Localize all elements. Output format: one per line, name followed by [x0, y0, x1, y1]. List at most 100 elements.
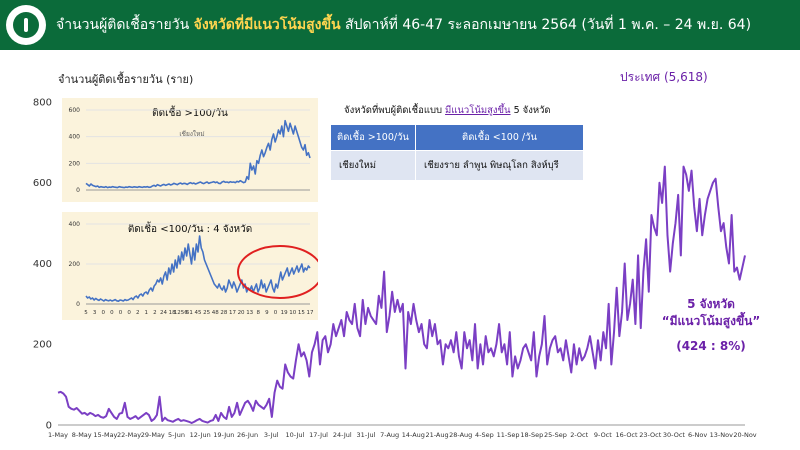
- x-tick-label: 10-Jul: [285, 431, 304, 439]
- highlight-circle: [237, 245, 318, 299]
- x-tick-label: 17: [229, 310, 236, 316]
- province-table-box: จังหวัดที่พบผู้ติดเชื้อแบบ มีแนวโน้มสูงข…: [330, 96, 584, 188]
- x-tick-label: 15: [298, 310, 305, 316]
- x-tick-label: 0: [119, 310, 123, 316]
- x-tick-label: 31-Jul: [357, 431, 376, 439]
- y-tick-label: 200: [69, 160, 81, 167]
- province-title-part1: จังหวัดที่พบผู้ติดเชื้อแบบ: [344, 105, 446, 116]
- province-table-row: เชียงใหม่ เชียงราย ลำพูน พิษณุโลก สิงห์บ…: [330, 150, 584, 181]
- x-tick-label: 24: [160, 310, 167, 316]
- y-tick-label: 0: [76, 187, 80, 194]
- x-tick-label: 3: [93, 310, 97, 316]
- annotation-line2: “มีแนวโน้มสูงขึ้น”: [661, 314, 761, 328]
- y-tick-label: 400: [69, 134, 81, 141]
- header-bar: จำนวนผู้ติดเชื้อรายวัน จังหวัดที่มีแนวโน…: [0, 0, 800, 50]
- x-tick-label: 61: [186, 310, 193, 316]
- x-tick-label: 5-Jun: [168, 431, 185, 439]
- x-tick-label: 2-Oct: [570, 431, 588, 439]
- x-tick-label: 9-Oct: [594, 431, 612, 439]
- x-tick-label: 7-Aug: [380, 431, 399, 439]
- legend-country: ประเทศ (5,618): [620, 70, 708, 84]
- province-table: ติดเชื้อ >100/วัน ติดเชื้อ <100 /วัน เชี…: [330, 124, 584, 181]
- x-tick-label: 30-Oct: [663, 431, 685, 439]
- x-tick-label: 0: [101, 310, 105, 316]
- x-tick-label: 23-Oct: [639, 431, 661, 439]
- annotation-line1: 5 จังหวัด: [687, 297, 735, 311]
- x-tick-label: 1256: [174, 310, 188, 316]
- x-tick-label: 0: [127, 310, 131, 316]
- logo-emblem: [13, 12, 39, 38]
- inset-chart-low: ติดเชื้อ <100/วัน : 4 จังหวัด 0 200 400 5 3 0…: [62, 212, 318, 320]
- title-part2: สัปดาห์ที่ 46-47 ระลอกเมษายน 2564 (วันที…: [340, 17, 752, 33]
- x-tick-label: 13-Nov: [710, 431, 733, 439]
- series-line: [85, 119, 311, 189]
- ministry-logo: [6, 5, 46, 45]
- x-tick-label: 16-Oct: [616, 431, 638, 439]
- inset-chart-high: ติดเชื้อ >100/วัน 0 200 400 600 เชียงใหม่: [62, 98, 318, 202]
- x-tick-label: 28-Aug: [449, 431, 472, 439]
- province-col1-header: ติดเชื้อ >100/วัน: [330, 124, 416, 151]
- province-title-highlight: มีแนวโน้มสูงขึ้น: [445, 105, 511, 116]
- province-col2-value: เชียงราย ลำพูน พิษณุโลก สิงห์บุรี: [415, 150, 584, 181]
- x-tick-label: 1: [145, 310, 149, 316]
- y-tick-label: 800: [33, 97, 52, 108]
- x-tick-label: 1-May: [48, 431, 68, 439]
- x-tick-label: 25: [203, 310, 210, 316]
- x-tick-label: 17: [307, 310, 314, 316]
- inset-high-plot: 0 200 400 600 เชียงใหม่: [69, 107, 311, 194]
- title-highlight: จังหวัดที่มีแนวโน้มสูงขึ้น: [193, 17, 341, 33]
- x-tick-label: 13: [246, 310, 253, 316]
- annotation-line3: (424 : 8%): [676, 339, 746, 353]
- x-tick-label: 8: [257, 310, 261, 316]
- trend-annotation: 5 จังหวัด “มีแนวโน้มสูงขึ้น” (424 : 8%): [656, 296, 766, 355]
- x-tick-label: 8-May: [72, 431, 92, 439]
- x-tick-label: 12-Jun: [190, 431, 211, 439]
- series-line: [85, 235, 311, 302]
- y-tick-label: 0: [76, 301, 80, 308]
- province-col2-header: ติดเชื้อ <100 /วัน: [415, 124, 584, 151]
- x-tick-label: 4-Sep: [475, 431, 494, 439]
- x-tick-label: 19-Jun: [213, 431, 234, 439]
- y-tick-label: 200: [69, 261, 81, 268]
- x-tick-label: 14-Aug: [402, 431, 425, 439]
- series-line: [57, 165, 746, 424]
- x-tick-label: 3-Jul: [264, 431, 279, 439]
- logo-mark: [24, 18, 28, 32]
- y-tick-label: 400: [33, 259, 52, 270]
- x-tick-label: 9: [265, 310, 269, 316]
- x-tick-label: 45: [195, 310, 202, 316]
- x-tick-label: 17-Jul: [309, 431, 328, 439]
- x-tick-label: 2: [153, 310, 157, 316]
- x-tick-label: 10: [289, 310, 296, 316]
- x-tick-label: 2: [136, 310, 140, 316]
- x-tick-label: 22-May: [117, 431, 141, 439]
- x-tick-label: 15-May: [93, 431, 117, 439]
- y-tick-label: 600: [33, 178, 52, 189]
- title-part1: จำนวนผู้ติดเชื้อรายวัน: [56, 17, 194, 33]
- province-title-part2: 5 จังหวัด: [510, 105, 551, 116]
- x-tick-label: 28: [220, 310, 227, 316]
- inset-low-title: ติดเชื้อ <100/วัน : 4 จังหวัด: [127, 224, 253, 235]
- y-tick-label: 600: [69, 107, 81, 114]
- x-tick-label: 20-Nov: [733, 431, 756, 439]
- inset-high-title: ติดเชื้อ >100/วัน: [152, 108, 228, 119]
- x-tick-label: 18: [169, 310, 176, 316]
- x-tick-label: 19: [281, 310, 288, 316]
- x-tick-label: 6-Nov: [688, 431, 707, 439]
- x-tick-label: 11-Sep: [497, 431, 520, 439]
- x-tick-label: 48: [212, 310, 219, 316]
- y-tick-label: 200: [33, 340, 52, 351]
- x-tick-label: 5: [84, 310, 88, 316]
- x-tick-label: 0: [274, 310, 278, 316]
- x-tick-label: 25-Sep: [544, 431, 567, 439]
- province-table-header-row: ติดเชื้อ >100/วัน ติดเชื้อ <100 /วัน: [330, 124, 584, 151]
- inset-high-inner-label: เชียงใหม่: [179, 130, 204, 138]
- x-tick-label: 21-Aug: [425, 431, 448, 439]
- x-tick-label: 24-Jul: [333, 431, 352, 439]
- y-tick-label: 0: [46, 420, 52, 431]
- y-tick-label: 400: [69, 221, 81, 228]
- x-tick-label: 18-Sep: [520, 431, 543, 439]
